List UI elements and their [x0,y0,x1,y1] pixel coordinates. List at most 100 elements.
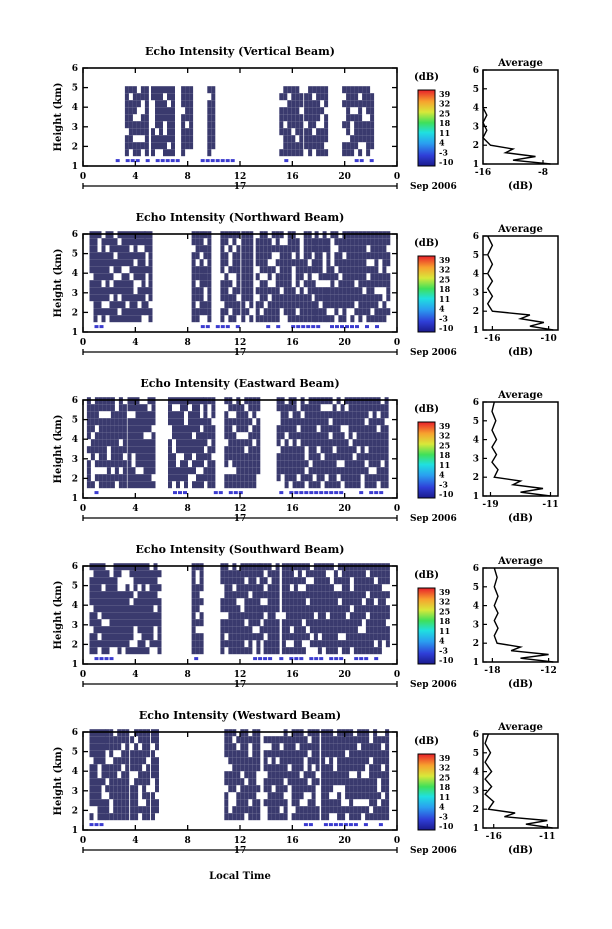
echo-cell [101,252,106,260]
echo-cell [220,252,225,260]
echo-cell [153,570,158,578]
echo-cell [256,633,261,641]
echo-cell [147,474,152,482]
average-y-tick-label: 5 [473,417,479,427]
echo-cell [373,633,378,641]
echo-cell [203,411,208,419]
echo-cell [324,128,329,136]
echo-cell [267,750,272,758]
echo-cell [377,584,382,592]
x-tick-label: 4 [132,836,138,846]
echo-cell [125,605,130,613]
echo-cell [275,259,280,267]
surface-echo-cell [218,491,223,495]
echo-cell [336,439,341,447]
echo-cell [350,273,355,281]
echo-cell [101,626,106,634]
echo-cell [285,570,290,578]
echo-cell [357,591,362,599]
echo-cell [256,460,261,468]
colorbar [417,421,436,499]
surface-echo-cell [354,657,359,661]
echo-cell [373,605,378,613]
echo-cell [93,626,98,634]
echo-cell [236,647,241,655]
echo-cell [346,128,351,136]
x-tick-label: 12 [234,172,247,182]
echo-cell [244,453,249,461]
surface-echo-cell [374,491,379,495]
echo-cell [113,757,118,765]
echo-cell [263,287,268,295]
echo-cell [325,771,330,779]
echo-cell [121,308,126,316]
echo-cell [125,757,130,765]
echo-cell [137,598,142,606]
echo-cell [334,252,339,260]
echo-cell [373,584,378,592]
echo-cell [240,792,245,800]
echo-cell [249,301,254,309]
echo-cell [299,301,304,309]
echo-cell [89,778,94,786]
echo-cell [146,750,151,758]
echo-cell [248,640,253,648]
echo-cell [220,315,225,323]
y-tick-label: 4 [72,767,78,777]
date-label: Sep 2006 [410,514,457,524]
echo-cell [312,121,317,129]
echo-cell [299,294,304,302]
echo-cell [283,107,288,115]
echo-cell [195,273,200,281]
echo-cell [97,294,102,302]
colorbar-tick-label: 18 [439,450,451,460]
echo-cell [281,640,286,648]
echo-cell [360,432,365,440]
echo-cell [332,404,337,412]
echo-cell [181,93,186,101]
echo-cell [171,86,175,94]
echo-cell [385,750,390,758]
echo-cell [366,238,371,246]
echo-cell [275,273,280,281]
echo-cell [249,266,254,274]
y-tick-label: 2 [72,640,78,650]
echo-cell [321,598,326,606]
echo-cell [232,785,237,793]
echo-cell [232,778,237,786]
echo-cell [356,460,361,468]
echo-cell [113,799,118,807]
echo-cell [220,280,225,288]
echo-cell [192,439,196,447]
echo-cell [324,86,329,94]
echo-cell [287,315,292,323]
echo-cell [110,460,115,468]
colorbar-tick-label: -3 [439,645,448,655]
echo-cell [97,757,102,765]
echo-cell [109,238,114,246]
echo-cell [348,432,353,440]
echo-cell [320,142,325,150]
echo-cell [297,605,302,613]
echo-cell [232,806,237,814]
echo-cell [121,619,126,627]
echo-cell [285,577,290,585]
echo-cell [125,743,130,751]
echo-cell [334,308,339,316]
echo-cell [240,757,245,765]
colorbar [417,89,436,167]
echo-cell [145,626,150,634]
y-tick-label: 1 [72,826,78,836]
echo-cell [346,142,351,150]
echo-cell [90,418,95,426]
echo-cell [285,633,290,641]
echo-cell [171,107,175,115]
echo-cell [372,453,377,461]
colorbar-tick-label: 11 [439,626,450,636]
echo-cell [144,245,149,253]
echo-cell [309,570,314,578]
echo-cell [307,238,312,246]
echo-cell [121,792,126,800]
echo-cell [144,86,149,94]
echo-cell [342,259,347,267]
